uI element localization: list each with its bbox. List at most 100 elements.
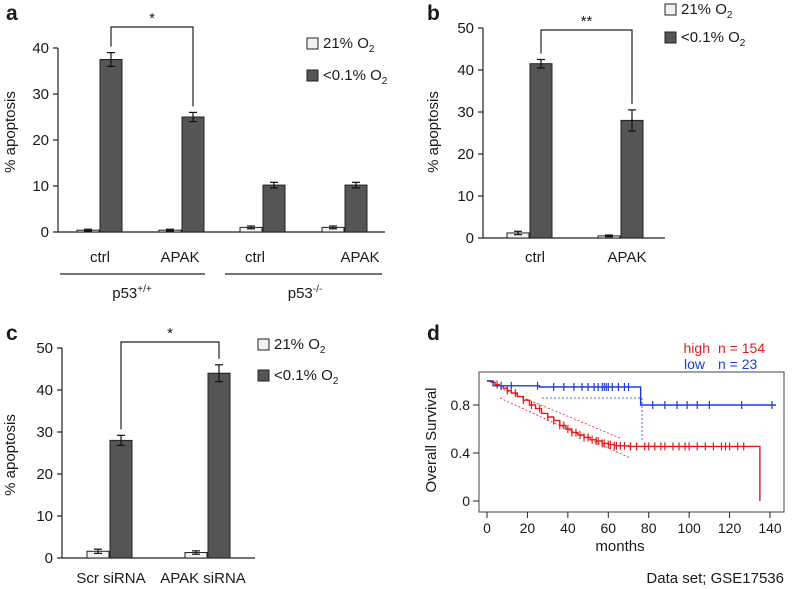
y-tick-label: 0 [41, 224, 49, 241]
y-tick-label: 50 [36, 340, 53, 357]
legend-swatch [257, 338, 270, 351]
y-tick-label: 40 [36, 382, 53, 399]
legend-high-n: n = 154 [718, 340, 765, 356]
panel-c-legend: 21% O2 <0.1% O2 [257, 336, 339, 387]
legend-label: 21% O2 [323, 35, 375, 55]
category-label: APAK [161, 249, 200, 266]
y-tick-label: 30 [457, 104, 474, 121]
panel-d-ci-high-lower [499, 397, 631, 459]
legend-low-name: low [684, 356, 706, 372]
panel-c-y-ticks: 0 10 20 30 40 50 [36, 340, 62, 567]
panel-d-xlabel: months [595, 538, 644, 555]
panel-a-ylabel: % apoptosis [2, 91, 19, 173]
panel-d-curves [487, 380, 777, 501]
y-tick-label: 30 [36, 424, 53, 441]
y-tick-label: 0 [45, 550, 53, 567]
legend-swatch [306, 37, 319, 50]
panel-c-label: c [6, 322, 18, 345]
legend-low-n: n = 23 [718, 356, 758, 372]
x-tick-label: 100 [677, 520, 701, 536]
panel-a-group-label-2: p53-/- [288, 284, 322, 302]
legend-swatch [664, 31, 677, 44]
y-tick-label: 50 [457, 20, 474, 37]
bar-hypoxia [262, 184, 286, 233]
x-tick-label: 20 [520, 520, 536, 536]
panel-b-significance: ** [540, 13, 633, 104]
bar-hypoxia [109, 439, 133, 559]
y-tick-label: 0 [462, 493, 470, 509]
category-label: APAK [608, 249, 647, 266]
panel-c-significance: * [120, 325, 220, 430]
panel-a-label: a [6, 2, 18, 25]
bar-hypoxia [181, 116, 205, 233]
x-tick-label: 0 [483, 520, 491, 536]
panel-d-plot-frame [478, 371, 785, 513]
y-tick-label: 20 [457, 146, 474, 163]
y-tick-label: 0.4 [451, 445, 471, 461]
bar-hypoxia [344, 184, 368, 233]
significance-bracket [120, 341, 220, 430]
y-tick-label: 30 [32, 86, 49, 103]
category-label: APAK siRNA [160, 570, 246, 587]
significance-stars: * [149, 10, 155, 27]
x-tick-label: 60 [600, 520, 616, 536]
significance-stars: ** [581, 13, 593, 30]
y-tick-label: 20 [32, 132, 49, 149]
survival-curve-low [487, 380, 777, 406]
panel-b-ylabel: % apoptosis [425, 91, 442, 173]
category-label: ctrl [90, 249, 110, 266]
category-label: Scr siRNA [76, 570, 145, 587]
panel-b-y-ticks: 0 10 20 30 40 50 [457, 20, 483, 247]
category-label: ctrl [525, 249, 545, 266]
panel-c-ylabel: % apoptosis [2, 414, 19, 496]
panel-a-significance: * [110, 10, 194, 107]
panel-c-category-labels: Scr siRNA APAK siRNA [76, 570, 245, 587]
significance-bracket [540, 29, 633, 104]
panel-a-legend: 21% O2 <0.1% O2 [306, 35, 388, 87]
x-tick-label: 140 [758, 520, 782, 536]
legend-label: <0.1% O2 [323, 67, 388, 87]
x-tick-label: 120 [718, 520, 742, 536]
legend-high-name: high [684, 340, 710, 356]
x-tick-label: 40 [560, 520, 576, 536]
bar-hypoxia [99, 59, 123, 233]
panel-d-ylabel: Overall Survival [423, 387, 440, 492]
panel-d-label: d [427, 322, 440, 345]
panel-b-legend: 21% O2 <0.1% O2 [664, 1, 746, 49]
y-tick-label: 20 [36, 466, 53, 483]
legend-label: 21% O2 [274, 336, 326, 356]
legend-swatch [257, 369, 270, 382]
panel-b: b % apoptosis 0 10 20 30 40 50 ctrl APAK ** 21… [425, 1, 746, 266]
legend-swatch [306, 69, 319, 82]
y-tick-label: 40 [32, 40, 49, 57]
panel-a-group-label-1: p53+/+ [112, 284, 152, 302]
category-label: ctrl [245, 249, 265, 266]
panel-d-footnote: Data set; GSE17536 [646, 570, 784, 587]
y-tick-label: 40 [457, 62, 474, 79]
legend-swatch [664, 3, 677, 16]
panel-d-y-ticks: 0 0.4 0.8 [451, 397, 479, 509]
panel-a-y-ticks: 0 10 20 30 40 [32, 40, 58, 241]
legend-label: <0.1% O2 [274, 367, 339, 387]
panel-d: d Overall Survival 0 0.4 0.8 0 20 40 60 80 100 1… [423, 322, 785, 587]
x-tick-label: 80 [641, 520, 657, 536]
bar-hypoxia [620, 119, 644, 239]
y-tick-label: 10 [36, 508, 53, 525]
panel-c-bars [86, 364, 231, 559]
panel-b-bars [506, 58, 644, 239]
y-tick-label: 10 [32, 178, 49, 195]
panel-b-category-labels: ctrl APAK [525, 249, 646, 266]
legend-label: <0.1% O2 [681, 29, 746, 49]
category-label: APAK [341, 249, 380, 266]
y-tick-label: 0.8 [451, 397, 471, 413]
panel-b-label: b [427, 2, 440, 25]
y-tick-label: 0 [466, 230, 474, 247]
significance-bracket [110, 26, 194, 107]
bar-hypoxia [207, 372, 231, 559]
legend-label: 21% O2 [681, 1, 733, 21]
panel-a: a % apoptosis 0 10 20 30 40 ctrl APAK ctrl APAK… [2, 2, 388, 302]
bar-hypoxia [529, 63, 553, 239]
significance-stars: * [167, 325, 173, 342]
panel-c: c % apoptosis 0 10 20 30 40 50 Scr siRNA APAK … [2, 322, 339, 587]
